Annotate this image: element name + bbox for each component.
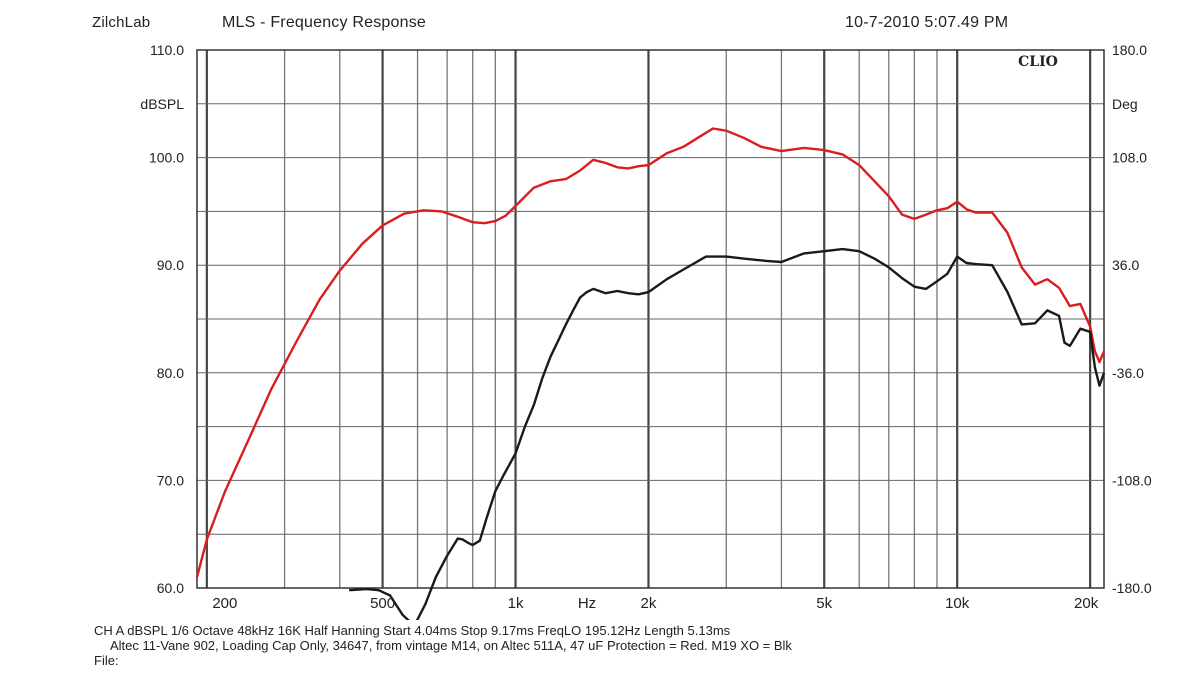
x-tick-label: 20k — [1074, 595, 1099, 612]
chart-title: MLS - Frequency Response — [222, 14, 427, 31]
series-line-black — [349, 247, 1106, 620]
y-tick-label: 70.0 — [157, 472, 184, 488]
clio-logo-background — [1000, 52, 1076, 70]
labels: 60.0 70.0 80.0 90.0 100.0 110.0 -180.0 -108.0 -3… — [140, 42, 1152, 612]
series-layer — [195, 127, 1106, 620]
x-tick-label: 10k — [945, 595, 970, 612]
y2-tick-label: -180.0 — [1112, 580, 1152, 596]
x-axis-label: Hz — [578, 595, 596, 612]
x-tick-label: 200 — [212, 595, 237, 612]
plot-frame — [196, 49, 1105, 589]
y-tick-label: 80.0 — [157, 365, 184, 381]
series-line-red — [195, 127, 1106, 578]
y-tick-label: 110.0 — [150, 42, 184, 58]
y2-tick-label: -108.0 — [1112, 472, 1152, 488]
measurement-settings: CH A dBSPL 1/6 Octave 48kHz 16K Half Han… — [94, 623, 731, 638]
clio-logo: CLIO — [1018, 54, 1058, 70]
frequency-response-chart: 60.0 70.0 80.0 90.0 100.0 110.0 -180.0 -108.0 -3… — [140, 42, 1152, 620]
y2-tick-label: 36.0 — [1112, 257, 1139, 273]
y2-tick-label: 108.0 — [1112, 150, 1147, 166]
timestamp: 10-7-2010 5:07.49 PM — [845, 14, 1009, 31]
x-tick-label: 500 — [370, 595, 395, 612]
y-tick-label: 90.0 — [157, 257, 184, 273]
file-label: File: — [94, 653, 119, 668]
y-tick-label: 60.0 — [157, 580, 184, 596]
y-axis-label: dBSPL — [140, 96, 184, 112]
grid — [197, 49, 1104, 589]
y-tick-label: 100.0 — [149, 150, 184, 166]
y2-tick-label: -36.0 — [1112, 365, 1144, 381]
app-name: ZilchLab — [92, 14, 151, 31]
measurement-description: Altec 11-Vane 902, Loading Cap Only, 346… — [110, 638, 792, 653]
x-tick-label: 1k — [508, 595, 524, 612]
axes — [196, 49, 1105, 589]
x-tick-label: 2k — [641, 595, 657, 612]
x-tick-label: 5k — [816, 595, 832, 612]
y2-tick-label: 180.0 — [1112, 42, 1147, 58]
y2-axis-label: Deg — [1112, 96, 1138, 112]
